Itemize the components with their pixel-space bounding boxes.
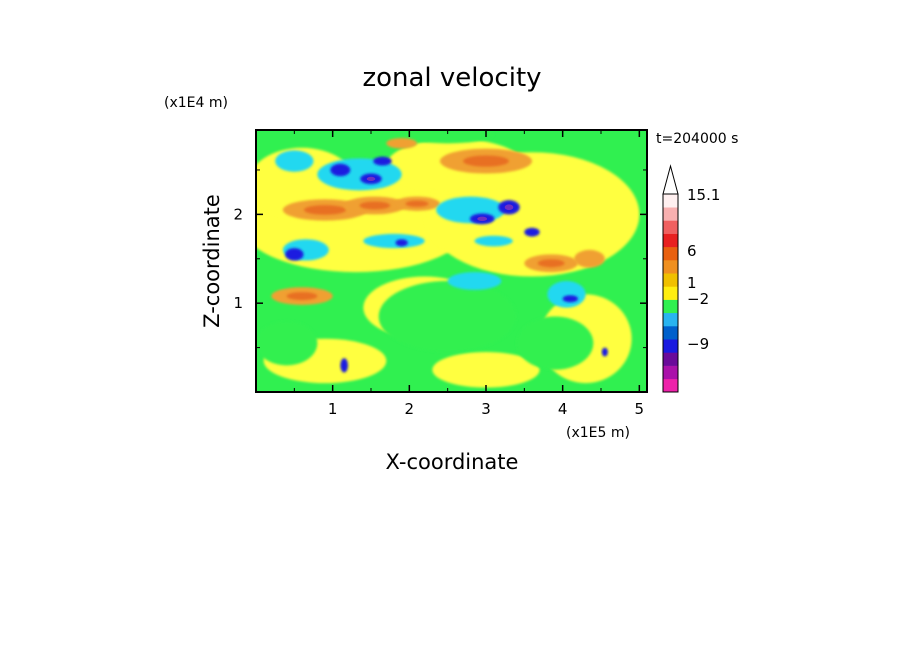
contour-region-darkorange xyxy=(463,155,509,167)
colorbar-label: 6 xyxy=(687,242,697,260)
contour-region-green xyxy=(256,320,318,366)
contour-region-blue xyxy=(395,239,408,247)
time-label: t=204000 s xyxy=(656,131,738,147)
colorbar-label: 1 xyxy=(687,274,697,292)
plot-frame xyxy=(255,129,648,393)
contour-region-cyan xyxy=(363,233,425,249)
contour-region-purple xyxy=(477,216,488,221)
x-tick-label: 2 xyxy=(405,400,415,418)
colorbar-swatch xyxy=(663,233,678,248)
contour-region-orange xyxy=(574,249,605,268)
y-tick-label: 1 xyxy=(233,294,243,312)
colorbar-swatch xyxy=(663,326,678,340)
colorbar-swatch xyxy=(663,207,678,221)
colorbar-swatch xyxy=(663,339,678,353)
contour-region-blue xyxy=(562,295,578,303)
contour-region-darkorange xyxy=(286,292,318,301)
chart-title: zonal velocity xyxy=(362,63,541,93)
contour-region-darkorange xyxy=(537,259,565,268)
colorbar-swatch xyxy=(663,273,678,287)
contour-region-cyan xyxy=(474,235,513,247)
contour-region-green xyxy=(378,280,517,353)
x-axis: 1 2 3 4 5 xyxy=(293,130,645,418)
contour-region-green xyxy=(401,130,494,144)
contour-region-darkorange xyxy=(359,201,391,210)
colorbar-swatch xyxy=(663,246,678,261)
contour-region-purple xyxy=(504,204,514,211)
contour-region-blue xyxy=(373,156,392,166)
contour-region-darkorange xyxy=(405,200,429,207)
y-unit-label: (x1E4 m) xyxy=(164,95,228,111)
contour-field xyxy=(256,130,647,392)
contour-region-blue xyxy=(330,163,351,177)
contour-region-purple xyxy=(366,176,376,181)
contour-region-cyan xyxy=(447,272,502,290)
colorbar-swatch xyxy=(663,312,678,327)
contour-region-cyan xyxy=(275,150,314,172)
colorbar-swatch xyxy=(663,260,678,274)
x-tick-label: 3 xyxy=(481,400,491,418)
contour-region-blue xyxy=(601,347,608,357)
contour-region-blue xyxy=(524,227,540,237)
contour-region-darkorange xyxy=(303,205,347,215)
colorbar-swatch xyxy=(663,378,678,393)
x-tick-label: 5 xyxy=(635,400,645,418)
colorbar: 15.1 6 1−2 −9 xyxy=(662,164,720,393)
contour-region-blue xyxy=(285,248,304,261)
colorbar-swatch xyxy=(663,220,678,234)
y-axis: 12 xyxy=(233,169,647,349)
colorbar-swatch xyxy=(663,299,678,314)
colorbar-swatch xyxy=(663,286,678,300)
colorbar-extend-arrow xyxy=(662,164,679,195)
colorbar-label: −2 xyxy=(687,290,709,308)
x-axis-label: X-coordinate xyxy=(386,450,519,474)
x-tick-label: 1 xyxy=(328,400,338,418)
y-tick-label: 2 xyxy=(233,205,243,223)
contour-region-cyan xyxy=(547,280,586,308)
x-unit-label: (x1E5 m) xyxy=(566,425,630,441)
colorbar-label: 15.1 xyxy=(687,186,720,204)
contour-region-yellow xyxy=(432,352,540,388)
colorbar-swatch xyxy=(663,352,678,366)
colorbar-swatch xyxy=(663,365,678,380)
colorbar-swatch xyxy=(663,194,678,208)
contour-region-green xyxy=(516,316,594,370)
y-axis-label: Z-coordinate xyxy=(200,194,224,328)
contour-region-blue xyxy=(340,358,348,373)
x-tick-label: 4 xyxy=(558,400,568,418)
contour-region-orange xyxy=(386,137,417,149)
colorbar-label: −9 xyxy=(687,335,709,353)
colorbar-frame xyxy=(662,193,679,393)
